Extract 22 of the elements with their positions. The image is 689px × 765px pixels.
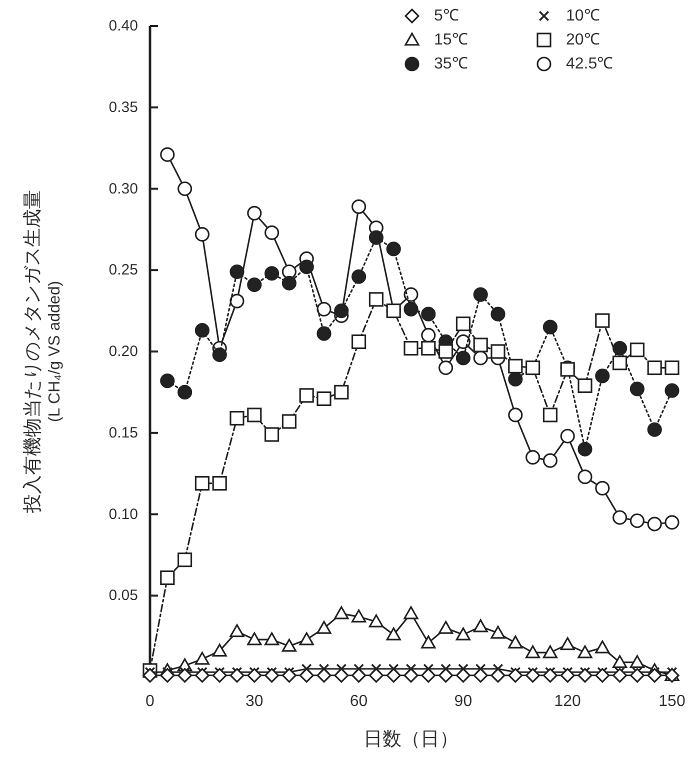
y-tick-label: 0.20 xyxy=(108,343,138,360)
y-tick-label: 0.40 xyxy=(108,18,138,34)
x-tick-label: 120 xyxy=(554,693,582,710)
legend-label: 5℃ xyxy=(434,8,459,24)
x-tick-label: 60 xyxy=(350,693,368,710)
y-tick-label: 0.25 xyxy=(108,262,138,279)
legend-label: 15℃ xyxy=(434,32,468,48)
y-tick-label: 0.15 xyxy=(108,424,138,442)
legend-label: 20℃ xyxy=(566,32,600,48)
y-tick-label: 0.10 xyxy=(108,506,138,523)
y-tick-label: 0.05 xyxy=(108,587,138,604)
legend-label: 10℃ xyxy=(566,8,600,24)
x-tick-label: 90 xyxy=(454,693,472,710)
x-tick-label: 0 xyxy=(146,693,155,710)
x-axis-title: 日数（日） xyxy=(364,729,458,750)
y-axis-title: 投入有機物当たりのメタンガス生成量 (L CH₄/g VS added) xyxy=(22,190,64,514)
x-tick-label: 30 xyxy=(246,693,264,710)
y-tick-label: 0.30 xyxy=(108,180,138,198)
legend-label: 35℃ xyxy=(434,56,468,72)
y-tick-label: 0.35 xyxy=(108,98,138,116)
legend-label: 42.5℃ xyxy=(566,56,614,72)
x-tick-label: 150 xyxy=(658,693,686,710)
